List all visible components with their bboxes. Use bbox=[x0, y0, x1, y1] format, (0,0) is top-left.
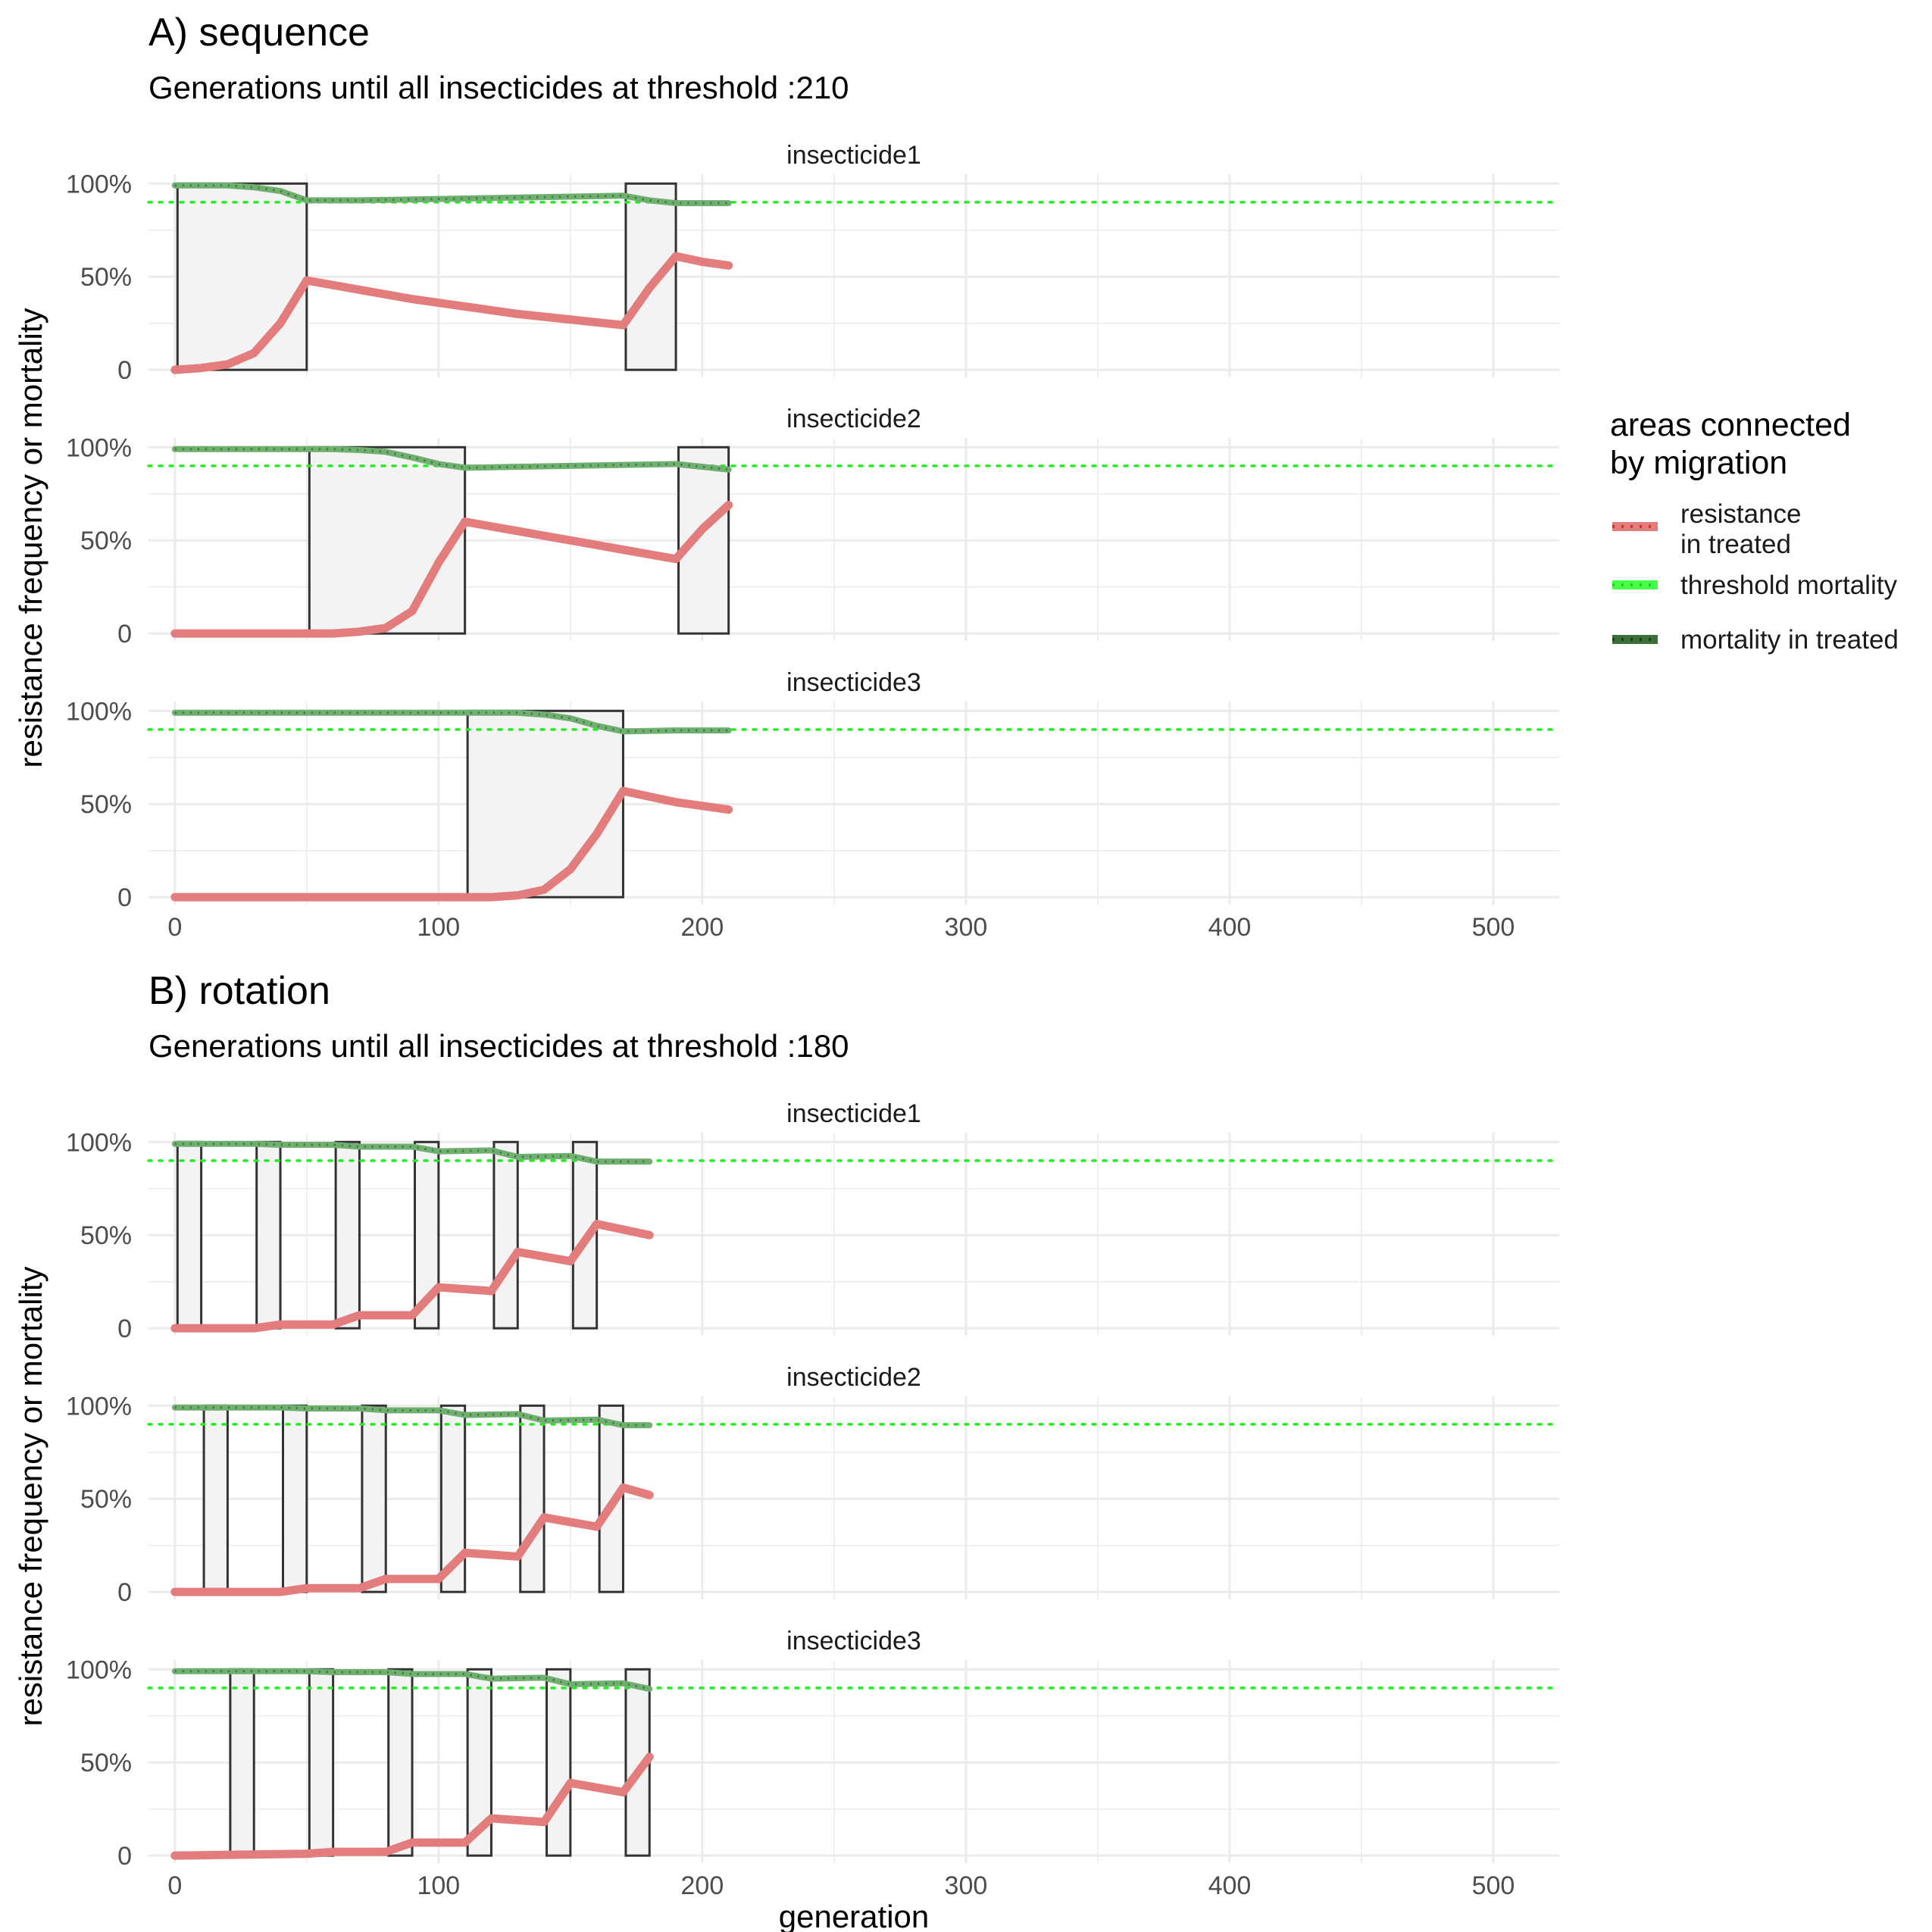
treated-period-box bbox=[176, 1140, 203, 1330]
treated-period-box bbox=[308, 445, 467, 635]
y-tick-label: 100% bbox=[66, 170, 132, 199]
x-tick-label: 100 bbox=[417, 1871, 460, 1900]
legend-item-resistance: resistance in treated bbox=[1612, 499, 1802, 559]
chart-title: A) sequence bbox=[148, 11, 370, 55]
panel-label: insecticide2 bbox=[786, 1363, 921, 1392]
legend-label-resistance-line2: in treated bbox=[1680, 530, 1791, 559]
y-tick-label: 100% bbox=[66, 1392, 132, 1421]
x-tick-label: 500 bbox=[1472, 1871, 1515, 1900]
legend-label-threshold: threshold mortality bbox=[1680, 571, 1897, 600]
legend-label-resistance-line1: resistance bbox=[1680, 499, 1802, 529]
y-tick-label: 100% bbox=[66, 1655, 132, 1684]
y-tick-label: 50% bbox=[80, 1221, 132, 1250]
treated-period-box bbox=[202, 1404, 229, 1593]
x-tick-label: 300 bbox=[945, 913, 988, 942]
mortality-in-treated-line bbox=[171, 445, 732, 473]
y-tick-label: 100% bbox=[66, 697, 132, 726]
x-tick-label: 500 bbox=[1472, 913, 1515, 942]
treated-period-box bbox=[281, 1404, 308, 1593]
y-axis-label: resistance frequency or mortality bbox=[13, 1267, 48, 1727]
legend-item-threshold: threshold mortality bbox=[1612, 571, 1897, 600]
resistance-in-treated-line bbox=[170, 1483, 654, 1596]
panel-insecticide2: insecticide2 0 50% 100% bbox=[66, 405, 1561, 649]
y-tick-label: 100% bbox=[66, 433, 132, 462]
legend-title-line1: areas connected bbox=[1610, 407, 1851, 443]
treated-period-box bbox=[308, 1668, 335, 1857]
treated-period-box bbox=[361, 1404, 387, 1593]
y-tick-label: 0 bbox=[117, 883, 132, 912]
panel-insecticide1: insecticide1 0 50% 100% bbox=[66, 1099, 1561, 1343]
chart-section-sequence: A) sequence Generations until all insecti… bbox=[13, 11, 1561, 942]
resistance-in-treated-line bbox=[170, 1219, 654, 1333]
chart-subtitle: Generations until all insecticides at th… bbox=[148, 1028, 849, 1064]
y-tick-label: 50% bbox=[80, 1485, 132, 1514]
treated-period-box bbox=[255, 1140, 282, 1330]
y-tick-label: 0 bbox=[117, 1578, 132, 1607]
x-tick-label: 0 bbox=[167, 913, 182, 942]
legend-item-mortality: mortality in treated bbox=[1612, 625, 1899, 655]
chart-section-rotation: B) rotation Generations until all insecti… bbox=[13, 969, 1561, 1932]
chart-subtitle: Generations until all insecticides at th… bbox=[148, 70, 849, 105]
mortality-in-treated-line bbox=[171, 1404, 653, 1429]
x-tick-label: 200 bbox=[681, 913, 724, 942]
x-tick-label: 300 bbox=[945, 1871, 988, 1900]
y-tick-label: 50% bbox=[80, 527, 132, 555]
panel-insecticide3: insecticide3 0 50% 100% bbox=[66, 668, 1561, 912]
treated-period-box bbox=[546, 1668, 572, 1857]
mortality-in-treated-line bbox=[171, 1668, 653, 1693]
legend-label-mortality: mortality in treated bbox=[1680, 625, 1899, 655]
x-tick-label: 200 bbox=[681, 1871, 724, 1900]
mortality-in-treated-dots bbox=[174, 711, 729, 733]
resistance-in-treated-line bbox=[170, 1752, 654, 1860]
x-tick-label: 400 bbox=[1208, 1871, 1252, 1900]
y-tick-label: 0 bbox=[117, 620, 132, 649]
treated-period-box bbox=[466, 709, 624, 899]
y-axis-label: resistance frequency or mortality bbox=[13, 308, 48, 768]
panel-label: insecticide2 bbox=[786, 405, 921, 433]
treated-period-box bbox=[387, 1668, 414, 1857]
y-tick-label: 50% bbox=[80, 790, 132, 819]
x-tick-label: 0 bbox=[167, 1871, 182, 1900]
panel-insecticide2: insecticide2 0 50% 100% bbox=[66, 1363, 1561, 1607]
treated-period-box bbox=[492, 1140, 519, 1330]
y-tick-label: 0 bbox=[117, 1842, 132, 1871]
y-tick-label: 50% bbox=[80, 263, 132, 292]
panel-label: insecticide1 bbox=[786, 1099, 921, 1128]
resistance-in-treated-line bbox=[170, 501, 733, 638]
treated-period-box bbox=[519, 1404, 546, 1593]
mortality-in-treated-line bbox=[171, 182, 732, 207]
y-tick-label: 50% bbox=[80, 1749, 132, 1777]
legend-title-line2: by migration bbox=[1610, 445, 1787, 481]
resistance-in-treated-line bbox=[170, 252, 733, 374]
x-axis-label: generation bbox=[779, 1899, 930, 1932]
treated-period-box bbox=[334, 1140, 361, 1330]
panel-insecticide1: insecticide1 0 50% 100% bbox=[66, 141, 1561, 385]
mortality-in-treated-dots bbox=[174, 1143, 650, 1163]
y-tick-label: 0 bbox=[117, 356, 132, 385]
treated-period-box bbox=[677, 445, 730, 635]
y-tick-label: 100% bbox=[66, 1128, 132, 1157]
legend: areas connected by migration resistance … bbox=[1610, 407, 1899, 655]
x-tick-label: 100 bbox=[417, 913, 460, 942]
treated-period-box bbox=[176, 182, 308, 371]
panel-insecticide3: insecticide3 0 50% 100% bbox=[66, 1627, 1561, 1871]
y-tick-label: 0 bbox=[117, 1315, 132, 1343]
treated-period-box bbox=[229, 1668, 255, 1857]
panel-label: insecticide1 bbox=[786, 141, 921, 170]
chart-title: B) rotation bbox=[148, 969, 330, 1013]
treated-period-box bbox=[624, 182, 677, 371]
resistance-in-treated-line bbox=[170, 786, 733, 902]
panel-label: insecticide3 bbox=[786, 1627, 921, 1655]
x-tick-label: 400 bbox=[1208, 913, 1252, 942]
panel-label: insecticide3 bbox=[786, 668, 921, 697]
